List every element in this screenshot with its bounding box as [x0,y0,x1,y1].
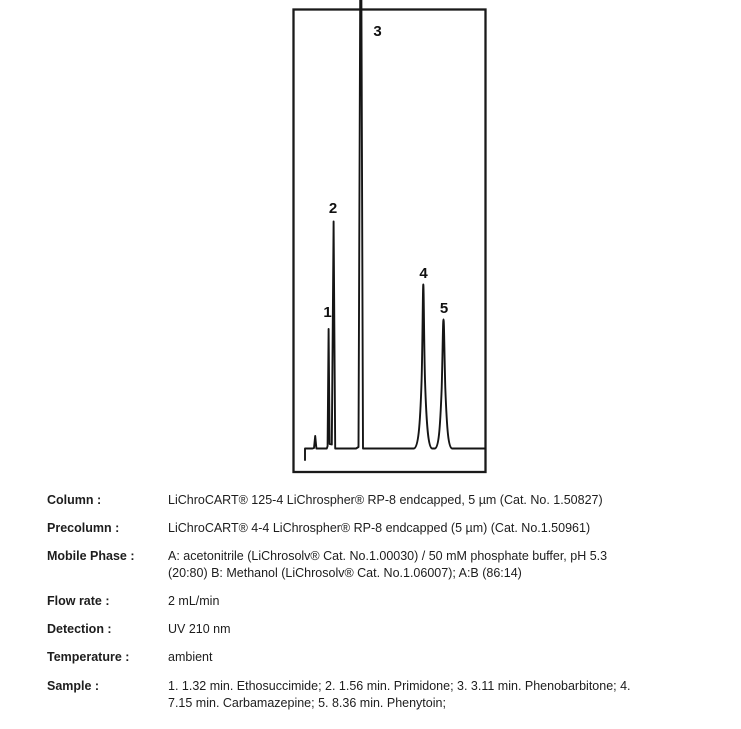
chromatogram-figure: 1 2 3 4 5 [292,0,487,474]
method-row-label: Precolumn : [47,521,120,535]
method-row-value: 2 mL/min [168,594,220,608]
chromatogram-trace [304,0,486,461]
method-row-label: Flow rate : [47,594,110,608]
method-row-label: Mobile Phase : [47,549,135,563]
method-row-value: A: acetonitrile (LiChrosolv® Cat. No.1.0… [168,549,608,580]
method-row-flow-rate: Flow rate : 2 mL/min [47,593,707,610]
peak-label-4: 4 [419,265,428,282]
peak-label-1: 1 [323,304,331,321]
peak-label-3: 3 [373,23,381,40]
method-row-mobile-phase: Mobile Phase : A: acetonitrile (LiChroso… [47,548,707,582]
method-row-column: Column : LiChroCART® 125-4 LiChrospher® … [47,492,707,509]
peak-label-5: 5 [440,300,448,317]
method-table: Column : LiChroCART® 125-4 LiChrospher® … [47,492,707,723]
method-row-value: LiChroCART® 4-4 LiChrospher® RP-8 endcap… [168,521,591,535]
method-row-value: ambient [168,650,213,664]
peak-label-2: 2 [329,200,337,217]
method-row-label: Sample : [47,679,100,693]
method-row-detection: Detection : UV 210 nm [47,621,707,638]
method-row-value: UV 210 nm [168,622,231,636]
method-row-label: Column : [47,493,102,507]
method-row-temperature: Temperature : ambient [47,649,707,666]
method-row-value: LiChroCART® 125-4 LiChrospher® RP-8 endc… [168,493,603,507]
method-row-sample: Sample : 1. 1.32 min. Ethosuccimide; 2. … [47,678,707,712]
method-row-label: Detection : [47,622,112,636]
method-row-value: 1. 1.32 min. Ethosuccimide; 2. 1.56 min.… [168,679,631,710]
method-row-label: Temperature : [47,650,130,664]
plot-frame [292,8,487,474]
method-row-precolumn: Precolumn : LiChroCART® 4-4 LiChrospher®… [47,520,707,537]
